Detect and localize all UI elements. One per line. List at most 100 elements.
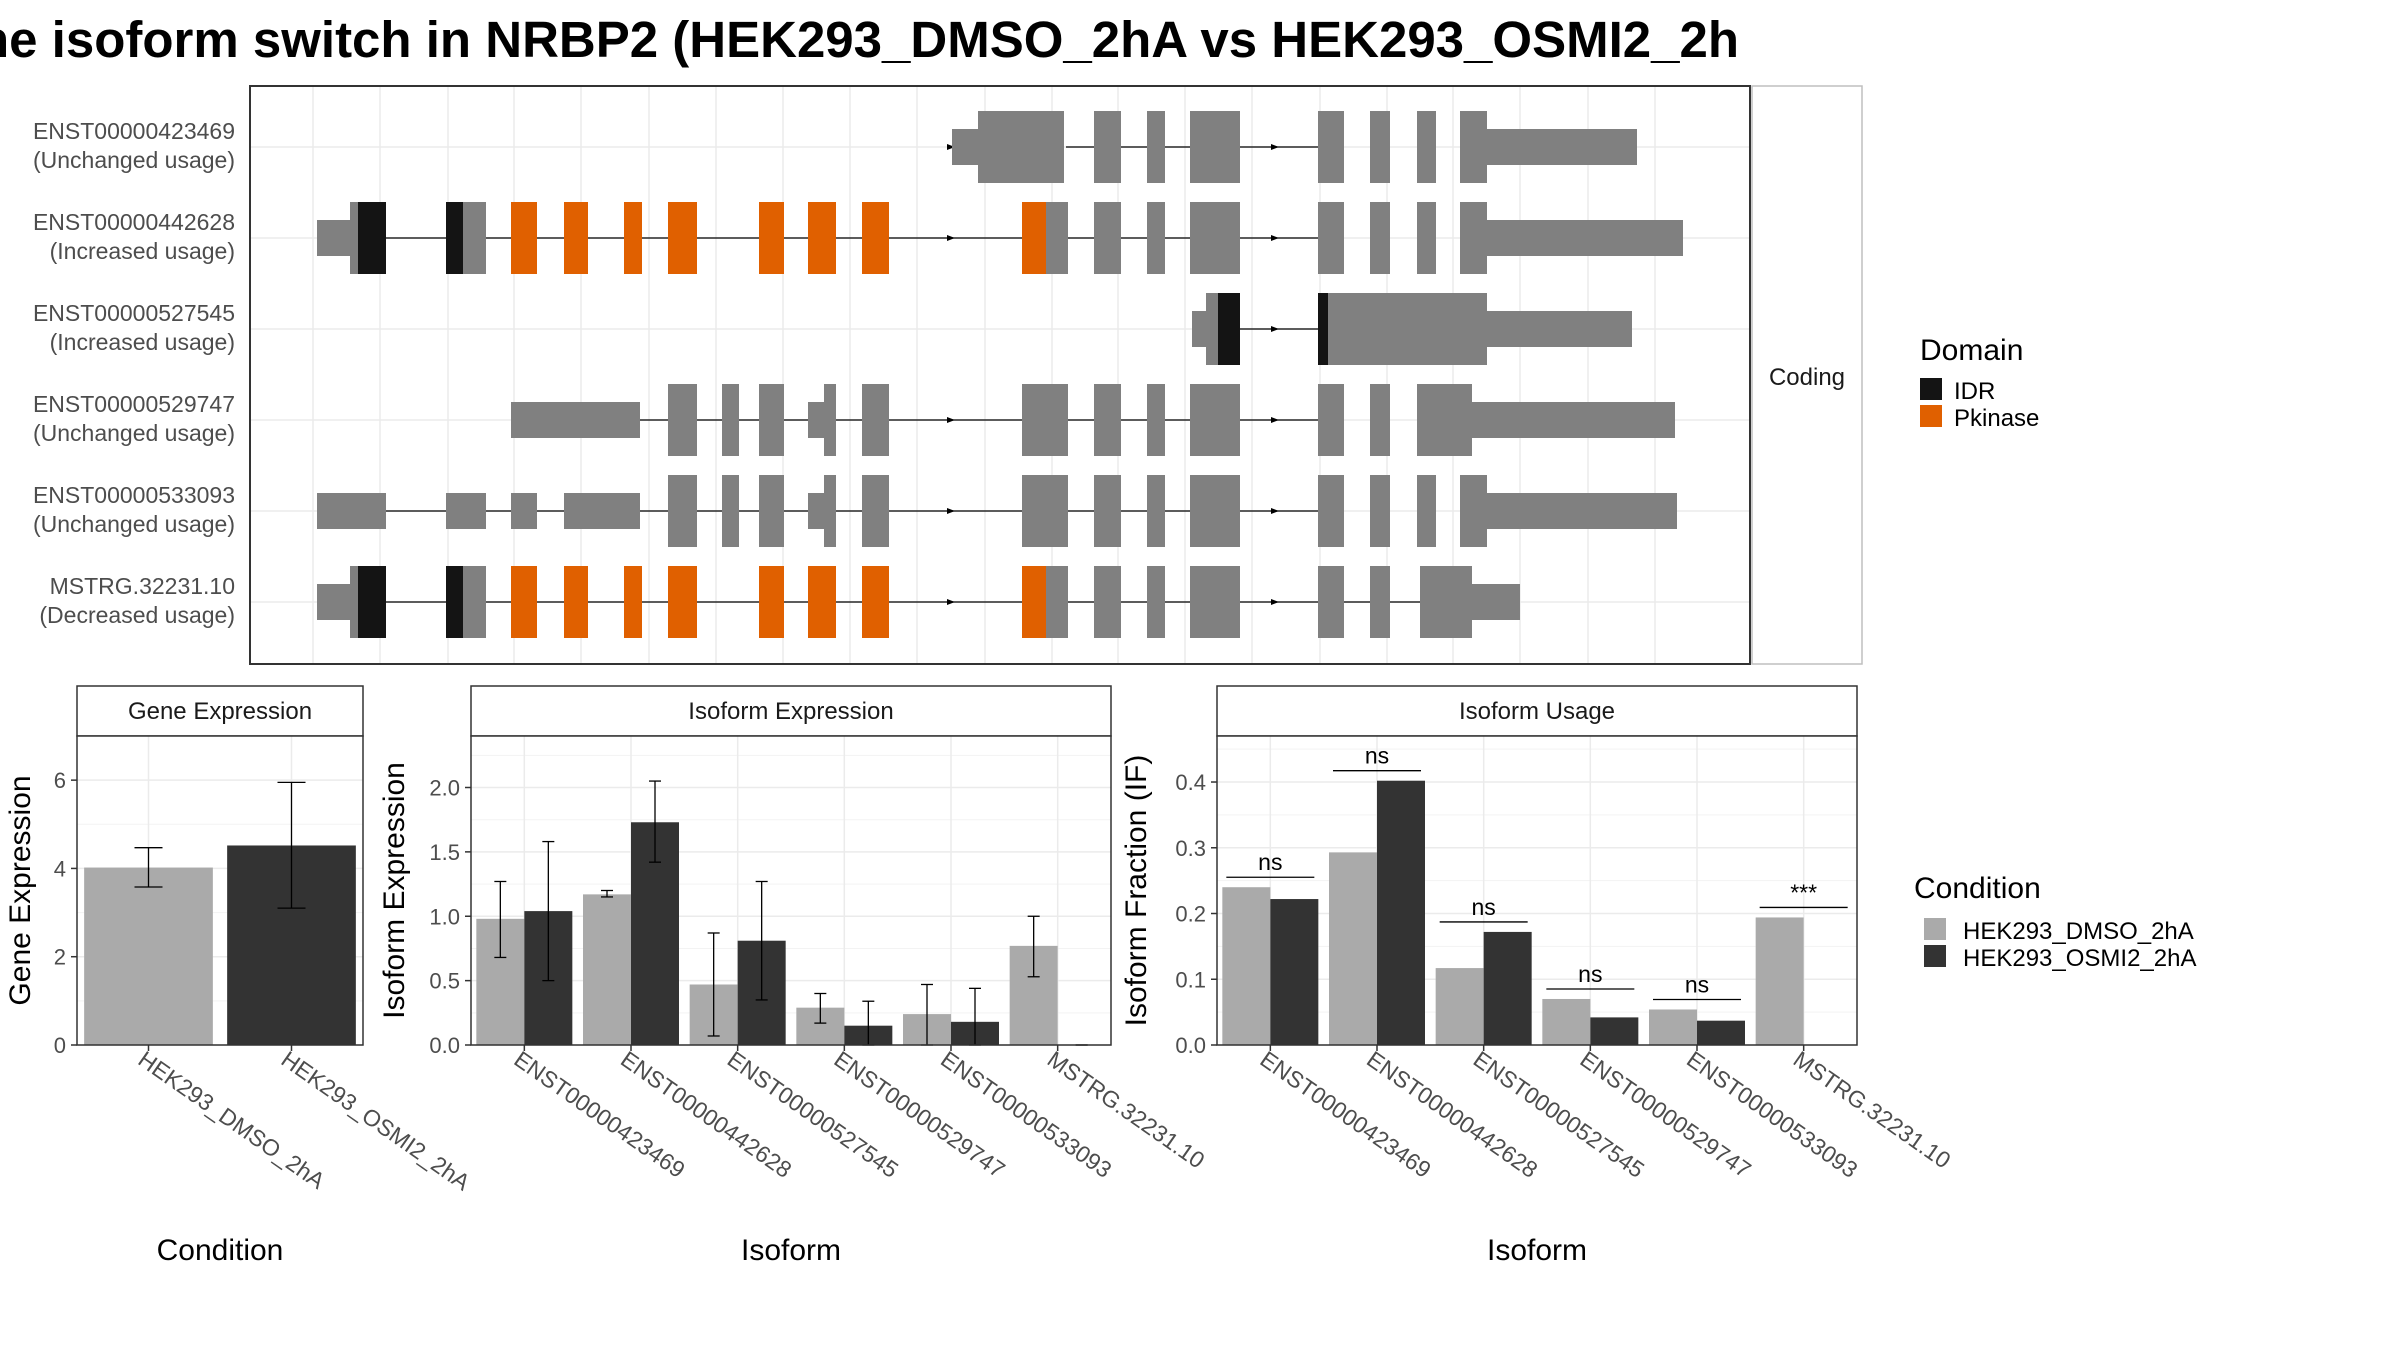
utr-exon (446, 493, 486, 529)
coding-exon (1190, 384, 1240, 456)
coding-exon (1318, 111, 1344, 183)
coding-exon (1206, 293, 1218, 365)
coding-exon (1417, 202, 1436, 274)
structure-strip (1751, 85, 1863, 665)
utr-exon (317, 584, 350, 620)
coding-exon (350, 202, 358, 274)
strand-arrow (947, 599, 955, 605)
coding-exon (1022, 384, 1068, 456)
coding-exon (1046, 566, 1068, 638)
coding-exon (1370, 566, 1390, 638)
exon-pkinase-domain (808, 202, 836, 274)
structure-row-ENST00000442628 (317, 202, 1683, 274)
y-axis-title: Isoform Expression (378, 762, 411, 1019)
utr-exon (511, 493, 537, 529)
coding-exon (1460, 202, 1487, 274)
isoform-label-id: MSTRG.32231.10 (50, 573, 235, 599)
structure-row-MSTRG.32231.10 (317, 566, 1520, 638)
domain-legend-key-pkinase (1920, 405, 1942, 427)
isoform-usage-panel: Isoform Usage 0.0 0.1 0.2 0.3 0.4 ns ENST000004… (1120, 685, 1956, 1267)
coding-exon (1190, 475, 1240, 547)
utr-exon (1472, 402, 1675, 438)
significance-label: *** (1790, 879, 1817, 905)
coding-exon (1420, 566, 1472, 638)
structure-row-ENST00000529747 (511, 384, 1675, 456)
condition-legend: Condition HEK293_DMSO_2hA HEK293_OSMI2_2… (1914, 872, 2196, 972)
bar (1270, 899, 1319, 1045)
strand-arrow (1271, 599, 1279, 605)
domain-legend-title: Domain (1920, 334, 2023, 367)
x-tick-label: ENST00000529747 (1575, 1046, 1755, 1183)
coding-exon (668, 475, 697, 547)
strand-arrow (1271, 326, 1279, 332)
coding-exon (1094, 202, 1121, 274)
x-tick-label: ENST00000527545 (1469, 1046, 1649, 1183)
coding-exon (1147, 566, 1165, 638)
exon-pkinase-domain (1022, 202, 1046, 274)
x-tick-label: ENST00000527545 (723, 1046, 903, 1183)
panel-strip-label: Gene Expression (128, 698, 312, 725)
utr-exon (952, 129, 978, 165)
structure-plot-border (249, 85, 1751, 665)
bar (1483, 931, 1532, 1045)
y-tick-label: 6 (54, 768, 66, 793)
coding-exon (668, 384, 697, 456)
condition-legend-key-osmi (1924, 945, 1946, 967)
bar (1649, 1009, 1697, 1045)
coding-exon (1147, 384, 1165, 456)
coding-exon (1046, 202, 1068, 274)
y-tick-label: 2.0 (429, 776, 460, 801)
exon-pkinase-domain (862, 202, 889, 274)
y-tick-label: 0.1 (1175, 967, 1206, 992)
structure-strip-label: Coding (1769, 364, 1845, 391)
strand-arrow (947, 235, 955, 241)
coding-exon (862, 475, 889, 547)
y-axis-title: Isoform Fraction (IF) (1120, 755, 1153, 1027)
exon-pkinase-domain (564, 566, 588, 638)
y-axis-title: Gene Expression (4, 775, 37, 1005)
domain-legend-label-idr: IDR (1954, 378, 1995, 405)
bar (1590, 1017, 1639, 1045)
coding-exon (722, 475, 739, 547)
utr-exon (511, 402, 640, 438)
utr-exon (1487, 493, 1677, 529)
coding-exon (1147, 202, 1165, 274)
coding-exon (1318, 566, 1344, 638)
y-tick-label: 1.5 (429, 840, 460, 865)
exon-pkinase-domain (624, 566, 642, 638)
y-tick-label: 0.0 (429, 1033, 460, 1058)
isoform-label-usage: (Decreased usage) (39, 602, 235, 628)
exon-pkinase-domain (1022, 566, 1046, 638)
panel-border (1216, 735, 1858, 1046)
exon-pkinase-domain (564, 202, 588, 274)
structure-row-ENST00000423469 (947, 111, 1637, 183)
x-axis-title: Isoform (1487, 1234, 1587, 1267)
coding-exon (978, 111, 1064, 183)
y-tick-label: 0.3 (1175, 836, 1206, 861)
isoform-label-id: ENST00000423469 (33, 118, 235, 144)
x-tick-label: ENST00000442628 (1362, 1046, 1542, 1183)
coding-exon (1370, 475, 1390, 547)
structure-row-ENST00000527545 (1192, 293, 1632, 365)
utr-exon (808, 493, 824, 529)
panel-strip (470, 685, 1112, 737)
panel-border (76, 735, 364, 1046)
isoform-label-usage: (Unchanged usage) (33, 147, 235, 173)
figure-title: he isoform switch in NRBP2 (HEK293_DMSO_… (0, 11, 1739, 68)
exon-idr-domain (446, 566, 463, 638)
strand-arrow (1271, 144, 1279, 150)
y-tick-label: 0.0 (1175, 1033, 1206, 1058)
bar (1542, 998, 1591, 1045)
bar (1377, 780, 1425, 1045)
exon-idr-domain (446, 202, 463, 274)
domain-legend-key-idr (1920, 378, 1942, 400)
bar (1755, 917, 1804, 1045)
y-tick-label: 0 (54, 1033, 66, 1058)
significance-label: ns (1365, 743, 1389, 769)
strand-arrow (947, 508, 955, 514)
isoform-label-usage: (Unchanged usage) (33, 420, 235, 446)
x-tick-label: ENST00000533093 (936, 1046, 1116, 1183)
strand-arrow (1271, 508, 1279, 514)
y-tick-label: 0.2 (1175, 902, 1206, 927)
